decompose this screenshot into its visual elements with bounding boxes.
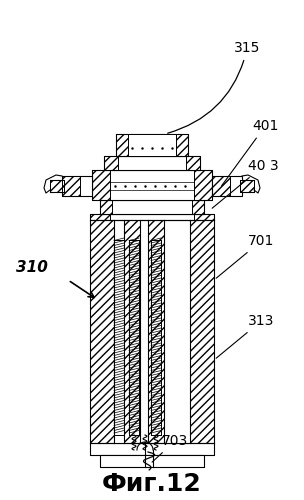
Bar (62, 176, 80, 196)
Bar (114, 220, 124, 443)
Text: 401: 401 (222, 119, 278, 186)
Bar (104, 156, 118, 170)
Text: 701: 701 (216, 234, 275, 278)
Bar (90, 214, 214, 220)
Bar (190, 455, 204, 467)
Bar (90, 220, 114, 443)
Bar (194, 214, 214, 220)
Bar (50, 180, 64, 192)
Text: 40 3: 40 3 (212, 159, 279, 208)
Bar (128, 134, 176, 156)
Bar (100, 200, 112, 214)
Bar (90, 443, 214, 455)
Bar (164, 220, 190, 443)
Bar (90, 443, 110, 455)
Bar (124, 220, 140, 443)
Bar (176, 134, 188, 156)
Bar (186, 156, 200, 170)
Text: 315: 315 (168, 41, 260, 133)
Bar (92, 170, 110, 200)
Bar (242, 180, 254, 192)
Bar (62, 176, 92, 196)
Text: 313: 313 (216, 314, 275, 358)
Bar (190, 220, 214, 443)
Bar (116, 134, 128, 156)
Bar (194, 170, 212, 200)
Bar (100, 455, 204, 467)
Bar (212, 176, 230, 196)
Text: 703: 703 (152, 434, 188, 462)
Bar (100, 200, 204, 214)
Bar (104, 156, 200, 170)
Bar (192, 200, 204, 214)
Bar (92, 170, 212, 200)
Bar (116, 134, 188, 156)
Bar (240, 180, 254, 192)
Text: Фиг.12: Фиг.12 (102, 472, 202, 496)
Bar (100, 455, 114, 467)
Bar (212, 176, 242, 196)
Bar (194, 443, 214, 455)
Bar (90, 214, 110, 220)
Bar (140, 220, 148, 443)
Bar (50, 180, 64, 192)
Bar (148, 220, 164, 443)
Bar (240, 180, 254, 192)
Bar (50, 180, 62, 192)
Text: 310: 310 (16, 260, 48, 275)
